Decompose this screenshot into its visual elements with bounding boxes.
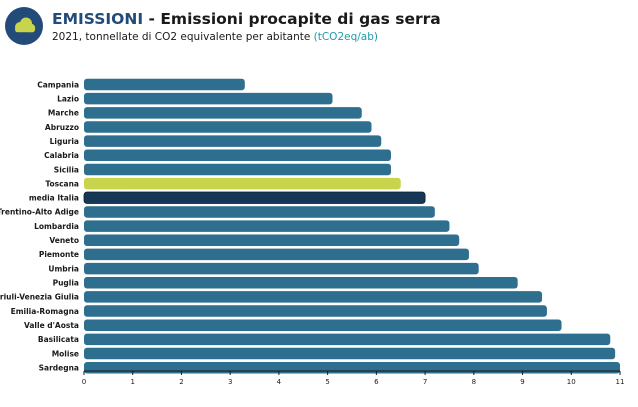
category-label-media-italia: media Italia <box>29 194 79 203</box>
x-tick-label-9: 9 <box>520 378 524 386</box>
category-label-toscana: Toscana <box>45 179 79 188</box>
bar-marche <box>84 107 362 119</box>
x-tick-label-8: 8 <box>472 378 476 386</box>
x-tick-label-3: 3 <box>228 378 232 386</box>
bar-emilia-romagna <box>84 305 547 317</box>
category-label-campania: Campania <box>37 80 79 89</box>
bar-friuli-venezia-giulia <box>84 291 543 303</box>
category-label-umbria: Umbria <box>48 264 79 273</box>
category-label-marche: Marche <box>48 109 79 118</box>
page-subtitle: 2021, tonnellate di CO2 equivalente per … <box>52 29 632 45</box>
x-tick-label-0: 0 <box>82 378 86 386</box>
bar-lombardia <box>84 220 450 232</box>
x-axis: 0 1 2 3 4 5 6 7 8 9 10 11 <box>82 370 625 386</box>
x-tick-label-11: 11 <box>616 378 625 386</box>
bar-veneto <box>84 234 460 247</box>
category-label-abruzzo: Abruzzo <box>45 123 79 132</box>
category-label-liguria: Liguria <box>50 137 79 146</box>
title-separator: - <box>143 10 161 28</box>
category-label-sardegna: Sardegna <box>39 364 79 373</box>
title-rest: Emissioni procapite di gas serra <box>160 10 441 28</box>
category-label-puglia: Puglia <box>53 279 79 288</box>
bar-molise <box>84 347 616 360</box>
bars-layer <box>83 78 620 374</box>
category-label-lombardia: Lombardia <box>34 222 79 231</box>
bar-trentino-alto-adige <box>84 206 435 218</box>
bar-lazio <box>84 92 333 105</box>
bar-liguria <box>84 135 382 147</box>
x-tick-label-7: 7 <box>423 378 427 386</box>
bar-umbria <box>84 262 479 275</box>
bar-valle-d-aosta <box>84 319 562 331</box>
x-tick-label-4: 4 <box>277 378 282 386</box>
category-label-piemonte: Piemonte <box>39 250 79 259</box>
subtitle-main: 2021, tonnellate di CO2 equivalente per … <box>52 31 314 43</box>
x-tick-label-1: 1 <box>130 378 134 386</box>
logo-badge <box>5 7 43 45</box>
bar-toscana <box>84 177 401 190</box>
bar-puglia <box>84 276 518 289</box>
bar-abruzzo <box>84 121 372 133</box>
x-tick-label-10: 10 <box>567 378 576 386</box>
category-label-calabria: Calabria <box>44 151 79 160</box>
category-label-trentino-alto-adige: Trentino-Alto Adige <box>0 208 79 217</box>
bar-campania <box>84 78 245 91</box>
subtitle-unit: (tCO2eq/ab) <box>313 31 378 43</box>
bar-media-italia <box>83 191 426 204</box>
category-labels: Campania Lazio Marche Abruzzo Liguria Calabri… <box>0 80 79 372</box>
bar-basilicata <box>84 333 611 346</box>
page-title: EMISSIONI - Emissioni procapite di gas s… <box>52 9 632 29</box>
header: EMISSIONI - Emissioni procapite di gas s… <box>52 9 632 45</box>
category-label-basilicata: Basilicata <box>38 335 79 344</box>
bar-piemonte <box>84 248 469 261</box>
x-tick-label-6: 6 <box>374 378 379 386</box>
title-brand: EMISSIONI <box>52 10 144 28</box>
cloud-icon <box>15 17 36 33</box>
bar-calabria <box>84 149 391 162</box>
category-label-sicilia: Sicilia <box>54 165 79 174</box>
category-label-lazio: Lazio <box>57 94 79 103</box>
category-label-molise: Molise <box>52 349 79 358</box>
category-label-veneto: Veneto <box>49 236 79 245</box>
category-label-valle-d-aosta: Valle d'Aosta <box>24 321 79 330</box>
bar-sardegna <box>84 361 620 374</box>
x-tick-label-5: 5 <box>325 378 329 386</box>
bar-sicilia <box>84 163 391 176</box>
x-tick-label-2: 2 <box>179 378 183 386</box>
category-label-emilia-romagna: Emilia-Romagna <box>11 307 79 316</box>
category-label-friuli-venezia-giulia: Friuli-Venezia Giulia <box>0 293 79 302</box>
